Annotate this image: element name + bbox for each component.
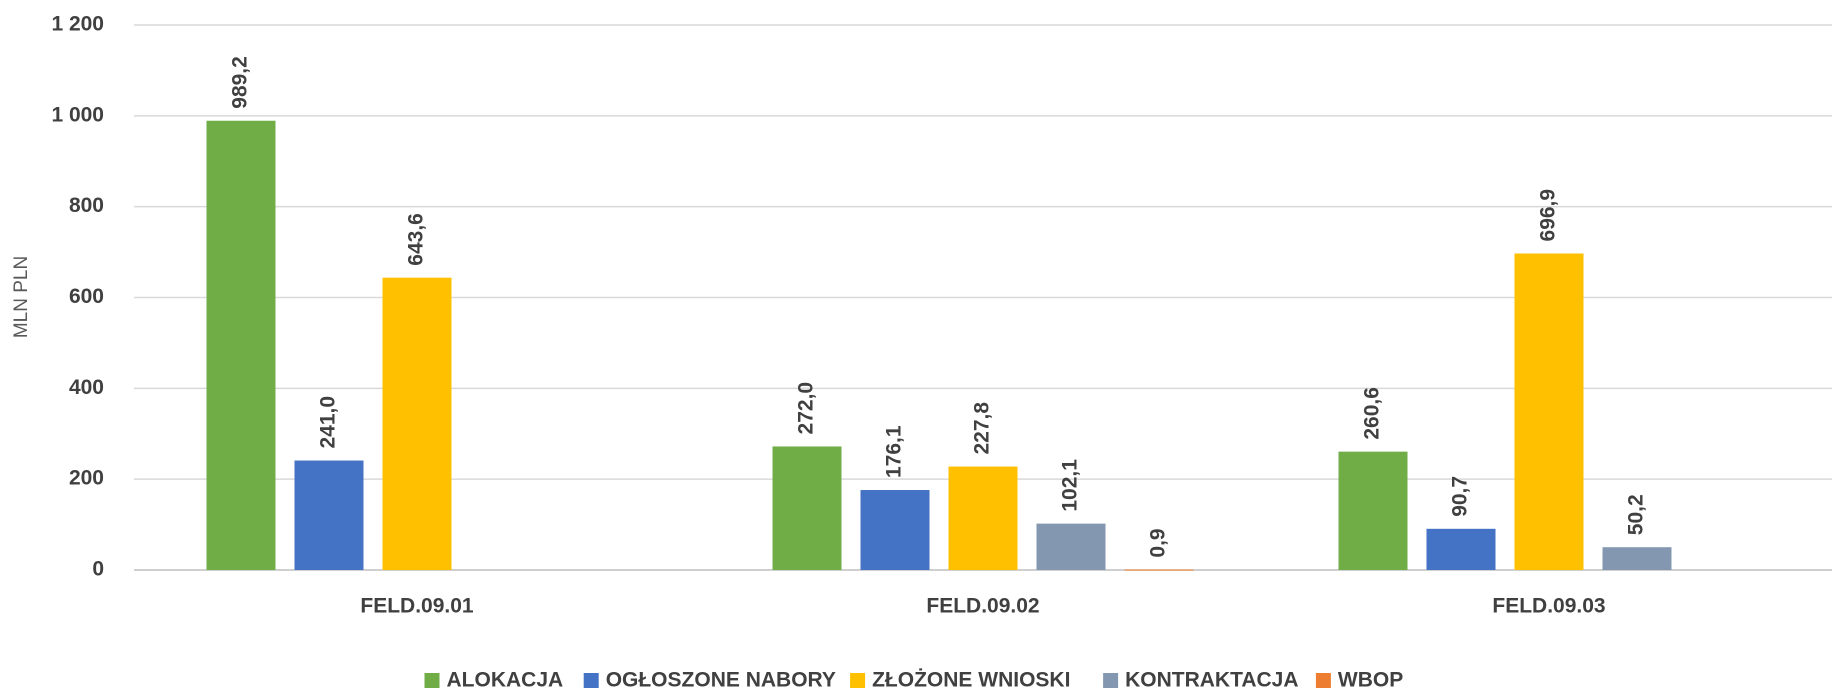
data-label: 989,2	[229, 56, 252, 109]
data-label: 260,6	[1361, 387, 1384, 440]
legend-swatch	[1315, 673, 1331, 688]
legend-label: KONTRAKTACJA	[1125, 669, 1298, 692]
x-tick-label: FELD.09.03	[1492, 595, 1605, 618]
legend-swatch	[583, 673, 599, 688]
bar	[206, 120, 276, 570]
data-label: 102,1	[1059, 459, 1082, 512]
bar	[382, 277, 452, 570]
bar	[1602, 547, 1672, 570]
y-tick-label: 600	[69, 285, 104, 308]
data-label: 241,0	[317, 396, 340, 449]
data-label: 227,8	[971, 402, 994, 455]
y-axis-label: MLN PLN	[11, 256, 32, 338]
bar	[1036, 523, 1106, 570]
legend-label: ALOKACJA	[447, 669, 564, 692]
x-tick-label: FELD.09.02	[926, 595, 1039, 618]
y-tick-label: 1 000	[51, 103, 104, 126]
data-label: 50,2	[1625, 494, 1648, 535]
y-tick-label: 1 200	[51, 13, 104, 36]
data-label: 272,0	[795, 382, 818, 435]
bar	[860, 490, 930, 570]
data-label: 0,9	[1147, 528, 1170, 557]
legend-swatch	[424, 673, 440, 688]
y-tick-label: 400	[69, 376, 104, 399]
y-tick-label: 0	[92, 558, 104, 581]
bar	[1338, 451, 1408, 570]
data-label: 176,1	[883, 425, 906, 478]
bar	[772, 446, 842, 570]
legend-swatch	[1103, 673, 1119, 688]
bar	[1514, 253, 1584, 570]
legend-label: OGŁOSZONE NABORY	[606, 669, 836, 692]
data-label: 696,9	[1537, 189, 1560, 242]
y-tick-label: 200	[69, 467, 104, 490]
bar	[1124, 569, 1194, 571]
legend-swatch	[850, 673, 866, 688]
data-label: 643,6	[405, 213, 428, 266]
legend-label: WBOP	[1338, 669, 1403, 692]
bar	[1426, 528, 1496, 570]
bar	[294, 460, 364, 570]
data-label: 90,7	[1449, 476, 1472, 517]
legend-label: ZŁOŻONE WNIOSKI	[872, 669, 1070, 692]
y-tick-label: 800	[69, 194, 104, 217]
x-tick-label: FELD.09.01	[360, 595, 474, 618]
bar	[948, 466, 1018, 570]
